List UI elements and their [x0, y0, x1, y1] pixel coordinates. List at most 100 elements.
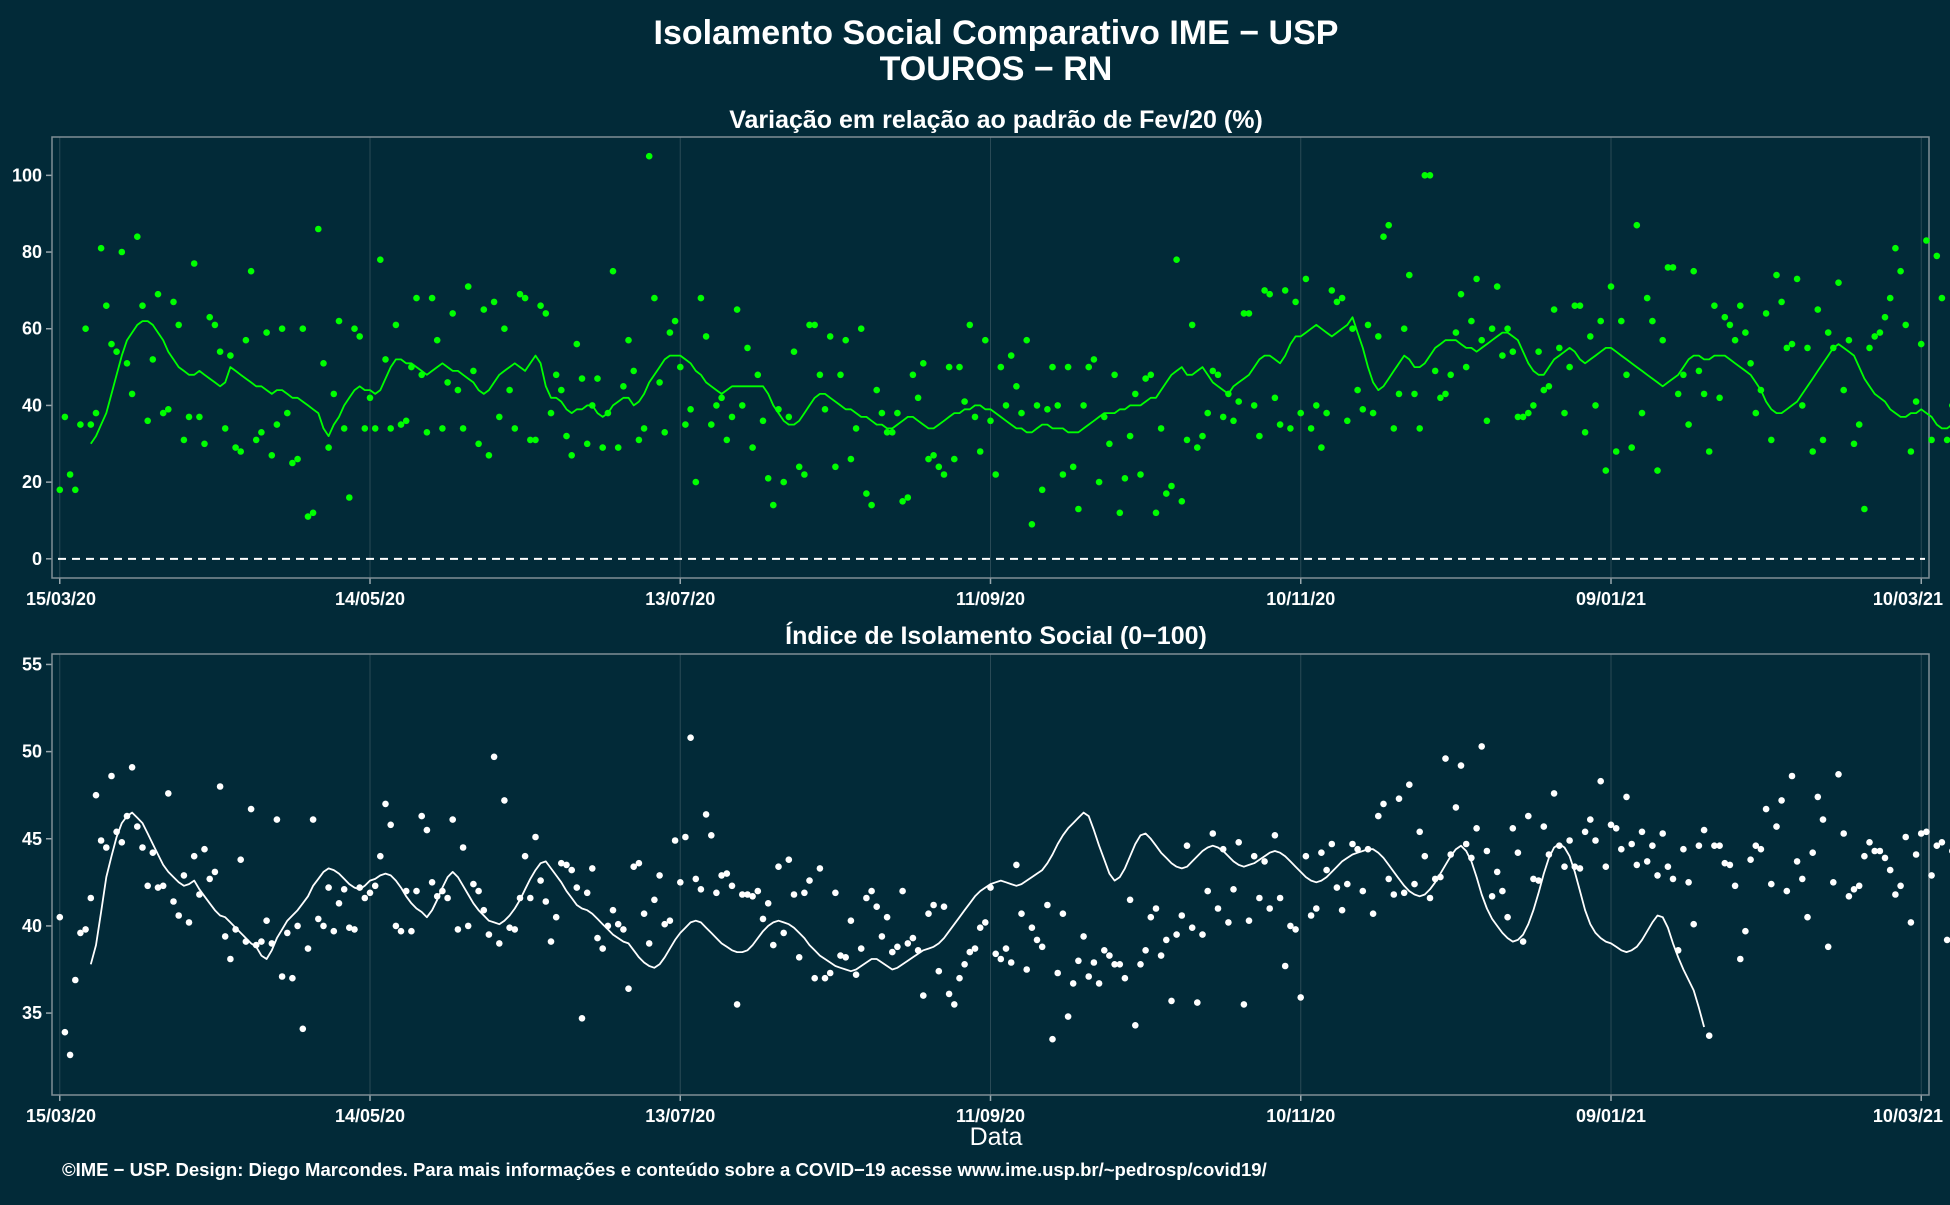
- bottom-data-point: [589, 865, 596, 872]
- bottom-data-point: [1416, 829, 1423, 836]
- bottom-data-point: [905, 940, 912, 947]
- bottom-data-point: [1313, 905, 1320, 912]
- top-data-point: [1902, 322, 1909, 329]
- top-data-point: [258, 429, 265, 436]
- bottom-data-point: [1308, 912, 1315, 919]
- top-data-point: [1835, 279, 1842, 286]
- bottom-data-point: [1623, 794, 1630, 801]
- bottom-data-point: [444, 895, 451, 902]
- bottom-data-point: [977, 924, 984, 931]
- bottom-data-point: [1484, 848, 1491, 855]
- bottom-data-point: [325, 884, 332, 891]
- top-data-point: [1856, 421, 1863, 428]
- top-data-point: [1054, 402, 1061, 409]
- bottom-data-point: [362, 895, 369, 902]
- bottom-data-point: [729, 883, 736, 890]
- top-data-point: [1416, 425, 1423, 432]
- bottom-data-point: [1096, 980, 1103, 987]
- top-data-point: [636, 437, 643, 444]
- top-data-point: [1706, 448, 1713, 455]
- bottom-data-point: [1344, 881, 1351, 888]
- bottom-data-point: [1928, 872, 1935, 879]
- bottom-data-point: [300, 1026, 307, 1033]
- top-data-point: [1432, 368, 1439, 375]
- top-data-point: [1778, 299, 1785, 306]
- top-data-point: [1029, 521, 1036, 528]
- top-data-point: [1049, 364, 1056, 371]
- top-data-point: [1344, 418, 1351, 425]
- bottom-data-point: [1256, 895, 1263, 902]
- top-data-point: [1680, 372, 1687, 379]
- top-data-point: [57, 487, 64, 494]
- top-data-point: [796, 464, 803, 471]
- bottom-data-point: [672, 837, 679, 844]
- bottom-data-point: [170, 898, 177, 905]
- bottom-data-point: [610, 907, 617, 914]
- bottom-data-point: [1690, 921, 1697, 928]
- top-data-point: [206, 314, 213, 321]
- top-x-tick-label: 10/03/21: [1873, 589, 1943, 609]
- bottom-data-point: [1246, 917, 1253, 924]
- bottom-data-point: [103, 844, 110, 851]
- bottom-data-point: [1463, 841, 1470, 848]
- bottom-data-point: [780, 930, 787, 937]
- top-data-point: [1158, 425, 1165, 432]
- bottom-x-tick-label: 15/03/20: [26, 1106, 96, 1126]
- top-data-point: [1163, 490, 1170, 497]
- top-data-point: [1173, 256, 1180, 263]
- bottom-data-point: [1329, 841, 1336, 848]
- bottom-data-point: [1023, 966, 1030, 973]
- top-data-point: [67, 471, 74, 478]
- bottom-data-point: [382, 801, 389, 808]
- bottom-data-point: [1582, 829, 1589, 836]
- bottom-data-point: [889, 949, 896, 956]
- top-data-point: [594, 375, 601, 382]
- top-data-point: [1427, 172, 1434, 179]
- bottom-data-point: [222, 933, 229, 940]
- bottom-data-point: [527, 895, 534, 902]
- top-data-point: [315, 226, 322, 233]
- bottom-data-point: [641, 910, 648, 917]
- bottom-data-point: [460, 844, 467, 851]
- bottom-data-point: [1587, 816, 1594, 823]
- top-data-point: [372, 425, 379, 432]
- top-data-point: [1199, 433, 1206, 440]
- top-data-point: [1851, 441, 1858, 448]
- top-data-point: [300, 325, 307, 332]
- bottom-data-point: [961, 961, 968, 968]
- bottom-data-point: [1411, 881, 1418, 888]
- top-data-point: [1882, 314, 1889, 321]
- bottom-data-point: [734, 1001, 741, 1008]
- top-data-point: [1530, 402, 1537, 409]
- top-data-point: [837, 372, 844, 379]
- bottom-data-point: [656, 872, 663, 879]
- top-data-point: [1587, 333, 1594, 340]
- bottom-data-point: [1649, 842, 1656, 849]
- top-data-point: [744, 345, 751, 352]
- bottom-data-point: [1034, 937, 1041, 944]
- top-data-point: [1096, 479, 1103, 486]
- top-data-point: [175, 322, 182, 329]
- top-data-point: [574, 341, 581, 348]
- bottom-data-point: [1789, 773, 1796, 780]
- bottom-data-point: [708, 832, 715, 839]
- top-data-point: [961, 398, 968, 405]
- bottom-data-point: [775, 863, 782, 870]
- bottom-data-point: [936, 968, 943, 975]
- bottom-data-point: [67, 1052, 74, 1059]
- bottom-data-point: [1168, 998, 1175, 1005]
- top-data-point: [1246, 310, 1253, 317]
- top-data-point: [543, 310, 550, 317]
- top-data-point: [941, 471, 948, 478]
- top-data-point: [1339, 295, 1346, 302]
- bottom-data-point: [98, 837, 105, 844]
- top-data-point: [1148, 372, 1155, 379]
- top-data-point: [646, 153, 653, 160]
- top-data-point: [98, 245, 105, 252]
- bottom-data-point: [1148, 914, 1155, 921]
- bottom-data-point: [1913, 851, 1920, 858]
- x-axis-label: Data: [970, 1123, 1023, 1151]
- top-data-point: [863, 490, 870, 497]
- bottom-data-point: [579, 1015, 586, 1022]
- bottom-data-point: [1665, 863, 1672, 870]
